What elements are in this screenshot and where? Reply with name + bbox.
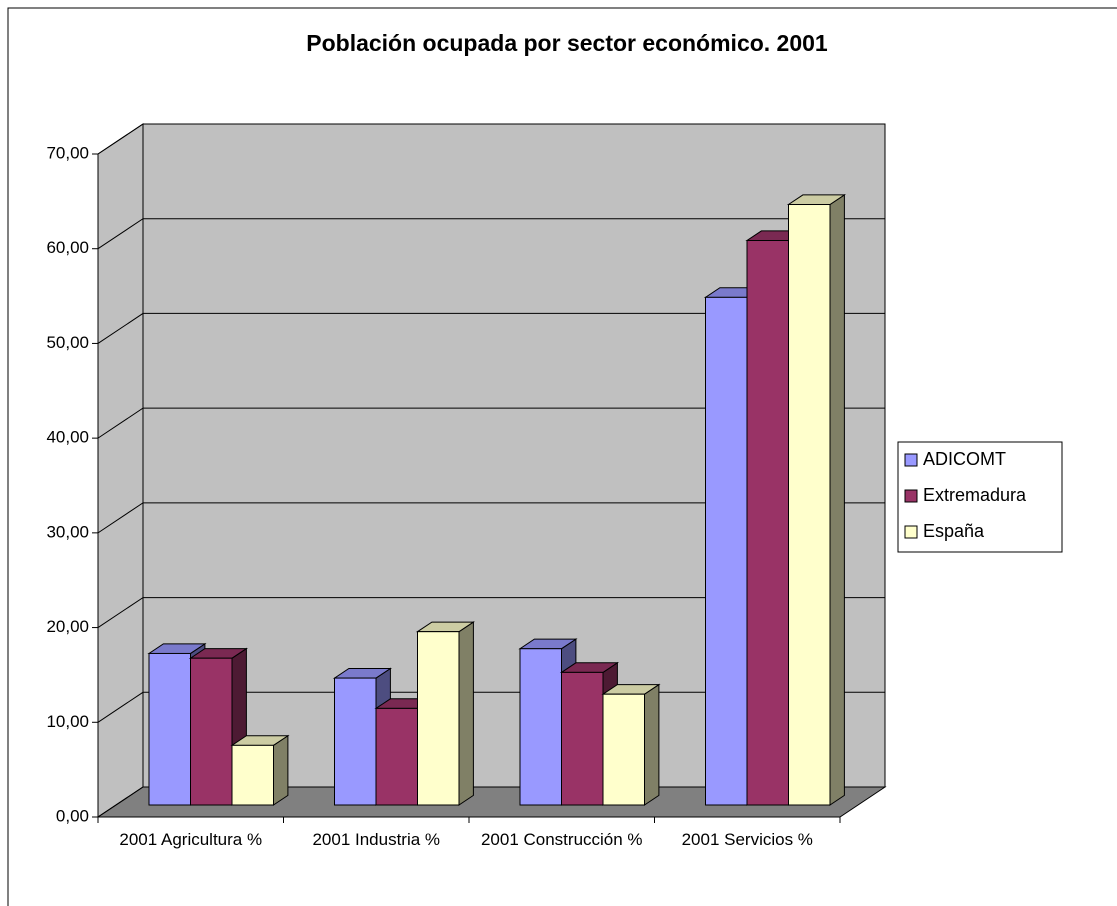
y-tick-label: 0,00 (56, 806, 89, 825)
grid-line (97, 407, 885, 439)
legend-label: ADICOMT (923, 449, 1006, 469)
bar-front (746, 240, 789, 806)
y-tick-label: 70,00 (46, 143, 89, 162)
grid-line (97, 123, 885, 155)
bar (601, 683, 661, 806)
bar-front (231, 744, 274, 806)
bar-front (375, 707, 418, 806)
bar-front (705, 296, 748, 806)
y-tick-label: 60,00 (46, 238, 89, 257)
legend-label: Extremadura (923, 485, 1027, 505)
bar-front (602, 693, 645, 806)
x-tick-label: 2001 Servicios % (681, 830, 813, 849)
bar-front (788, 204, 831, 806)
chart-title: Población ocupada por sector económico. … (306, 30, 828, 56)
y-tick-label: 10,00 (46, 712, 89, 731)
bar (230, 734, 290, 806)
bar-front (334, 677, 377, 806)
bar-side (273, 734, 289, 806)
bar-front (417, 631, 460, 806)
legend-swatch (904, 525, 918, 539)
bar (786, 193, 847, 806)
x-tick-label: 2001 Construcción % (480, 830, 643, 849)
bar-side (644, 683, 660, 806)
bar-front (561, 671, 604, 806)
y-tick-label: 40,00 (46, 428, 89, 447)
bar-front (519, 648, 562, 806)
bar-side (829, 193, 845, 806)
grid-line (97, 597, 885, 628)
grid-line (97, 218, 885, 250)
bar (188, 647, 249, 806)
chart-border (7, 7, 1117, 906)
y-tick-label: 50,00 (46, 333, 89, 352)
bar-front (190, 657, 233, 806)
bar-front (148, 652, 191, 806)
x-tick-label: 2001 Agricultura % (119, 830, 263, 849)
y-tick-label: 20,00 (46, 617, 89, 636)
y-tick-label: 30,00 (46, 522, 89, 541)
legend-swatch (904, 453, 918, 467)
side-wall (97, 123, 144, 818)
legend-label: España (923, 521, 985, 541)
legend-swatch (904, 489, 918, 503)
bar (415, 621, 476, 806)
bar-side (458, 621, 474, 806)
grid-line (97, 502, 885, 534)
grid-line (97, 312, 885, 344)
x-tick-label: 2001 Industria % (312, 830, 441, 849)
legend-box (897, 441, 1063, 553)
